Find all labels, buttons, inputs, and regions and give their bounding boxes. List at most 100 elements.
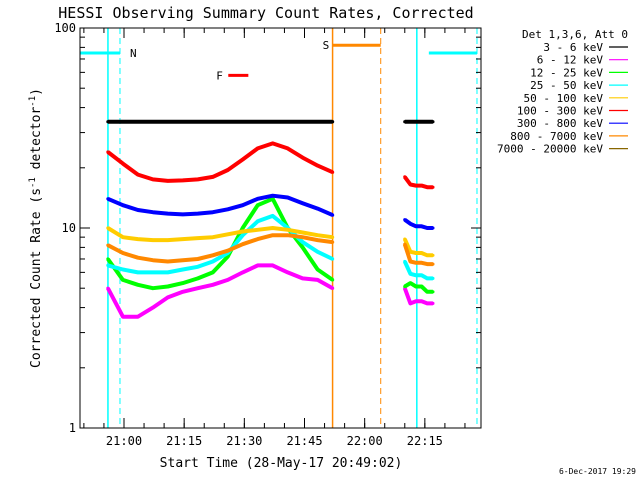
data-point [136, 208, 140, 212]
data-point [301, 156, 305, 160]
data-point [301, 201, 305, 205]
data-point [121, 235, 125, 239]
data-point [181, 212, 185, 216]
data-point [226, 249, 230, 253]
data-point [316, 233, 320, 237]
data-point [331, 120, 335, 124]
chart-title: HESSI Observing Summary Count Rates, Cor… [58, 4, 473, 22]
data-point [403, 218, 407, 222]
data-point [121, 278, 125, 282]
data-point [403, 120, 407, 124]
data-point [181, 120, 185, 124]
data-point [256, 197, 260, 201]
data-point [196, 120, 200, 124]
data-point [403, 237, 407, 241]
data-point [106, 257, 110, 261]
data-point [286, 270, 290, 274]
data-point [211, 120, 215, 124]
data-point [256, 228, 260, 232]
data-point [331, 240, 335, 244]
data-point [181, 237, 185, 241]
data-point [425, 301, 429, 305]
data-point [241, 270, 245, 274]
series-line [106, 226, 333, 243]
legend-title: Det 1,3,6, Att 0 [522, 28, 628, 41]
data-point [425, 185, 429, 189]
marker-label-F: F [216, 69, 223, 82]
data-point [226, 232, 230, 236]
data-point [316, 164, 320, 168]
data-point [414, 120, 418, 124]
data-point [331, 213, 335, 217]
data-point [414, 299, 418, 303]
data-point [301, 276, 305, 280]
data-point [431, 226, 435, 230]
data-point [256, 237, 260, 241]
data-point [408, 182, 412, 187]
data-point [136, 283, 140, 287]
data-point [121, 162, 125, 166]
data-point [166, 238, 170, 242]
data-point [271, 233, 275, 237]
data-point [414, 261, 418, 265]
data-point [316, 207, 320, 211]
data-point [408, 272, 412, 276]
data-point [408, 281, 412, 285]
data-point [316, 250, 320, 254]
data-point [241, 203, 245, 207]
y-tick-label: 100 [54, 21, 76, 35]
data-point [211, 235, 215, 239]
data-point [408, 259, 412, 264]
data-point [425, 262, 429, 266]
data-point [181, 290, 185, 294]
data-point [286, 146, 290, 150]
data-point [431, 290, 435, 294]
data-point [211, 283, 215, 287]
data-point [136, 270, 140, 274]
data-point [256, 219, 260, 223]
data-point [431, 120, 435, 124]
data-point [106, 243, 110, 247]
data-point [211, 259, 215, 264]
data-point [420, 251, 424, 255]
data-point [121, 120, 125, 124]
data-point [166, 284, 170, 289]
data-point [420, 273, 424, 277]
data-point [301, 240, 305, 244]
data-point [286, 228, 290, 232]
data-point [256, 203, 260, 207]
x-axis: 21:00 21:15 21:30 21:45 22:00 22:15 [83, 28, 466, 448]
data-point [196, 212, 200, 216]
data-point [403, 175, 407, 179]
legend-label: 3 - 6 keV [543, 41, 603, 54]
x-tick-label: 21:00 [106, 434, 142, 448]
data-point [181, 267, 185, 272]
marker-label-N: N [130, 47, 137, 60]
data-point [106, 120, 110, 124]
data-point [425, 290, 429, 294]
data-point [271, 120, 275, 124]
data-point [425, 276, 429, 280]
series-line [403, 281, 433, 294]
data-point [271, 141, 275, 145]
data-point [316, 120, 320, 124]
data-point [151, 270, 155, 274]
data-point [301, 245, 305, 249]
data-point [408, 301, 412, 305]
data-point [241, 229, 245, 234]
y-axis: 1 10 100 [54, 21, 481, 435]
data-point [271, 214, 275, 218]
data-point [316, 238, 320, 242]
data-point [241, 226, 245, 230]
data-point [425, 253, 429, 257]
data-point [181, 258, 185, 262]
data-point [271, 194, 275, 198]
data-point [301, 120, 305, 124]
data-point [226, 120, 230, 124]
legend-label: 50 - 100 keV [524, 92, 604, 105]
data-point [166, 212, 170, 216]
data-point [211, 253, 215, 257]
data-point [301, 235, 305, 239]
data-point [431, 185, 435, 189]
